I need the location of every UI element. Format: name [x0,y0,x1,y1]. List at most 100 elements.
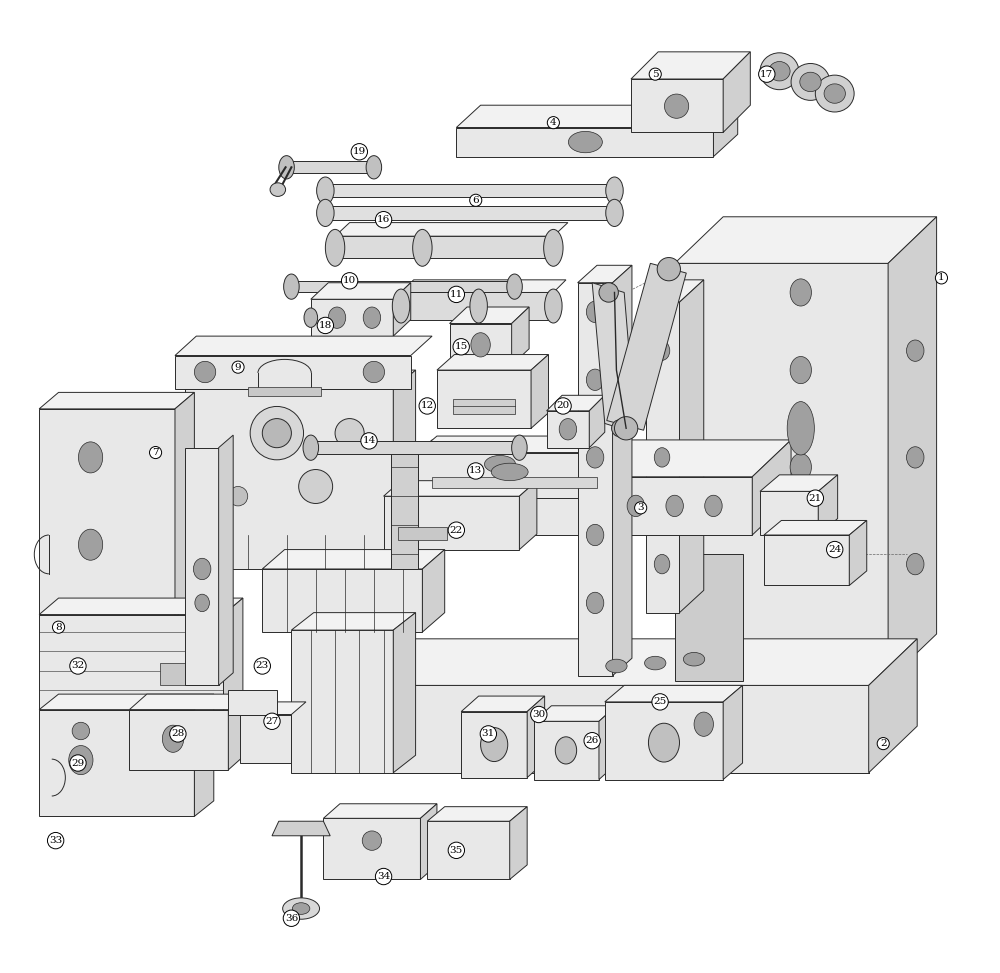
Polygon shape [39,709,194,816]
Ellipse shape [72,722,90,739]
Ellipse shape [907,447,924,468]
Polygon shape [311,441,519,454]
Text: 10: 10 [343,276,356,285]
Ellipse shape [303,435,319,460]
Ellipse shape [69,745,93,775]
Polygon shape [185,448,219,685]
Polygon shape [849,521,867,586]
Ellipse shape [363,361,385,382]
Ellipse shape [606,199,623,227]
Polygon shape [175,336,432,355]
Ellipse shape [470,289,487,323]
Ellipse shape [614,416,638,440]
Ellipse shape [586,369,604,390]
Polygon shape [160,663,199,685]
Polygon shape [420,804,437,880]
Ellipse shape [544,230,563,267]
Polygon shape [422,550,445,632]
Ellipse shape [317,199,334,227]
Ellipse shape [907,340,924,361]
Ellipse shape [484,455,516,473]
Ellipse shape [228,486,248,506]
Text: 33: 33 [49,836,62,846]
Polygon shape [818,475,838,535]
Polygon shape [679,280,704,613]
Polygon shape [393,370,416,569]
Polygon shape [325,206,614,220]
Polygon shape [199,477,228,516]
Ellipse shape [791,63,830,100]
Polygon shape [393,283,411,336]
Polygon shape [175,392,194,618]
Ellipse shape [586,447,604,468]
Polygon shape [547,411,589,448]
Polygon shape [534,705,616,721]
Polygon shape [450,307,529,323]
Ellipse shape [471,333,490,357]
Text: 28: 28 [171,730,185,739]
Ellipse shape [599,283,618,303]
Ellipse shape [317,177,334,204]
Polygon shape [287,162,374,173]
Text: 14: 14 [362,437,376,446]
Polygon shape [316,685,869,773]
Polygon shape [175,355,411,389]
Ellipse shape [162,725,184,752]
Ellipse shape [559,418,577,440]
Ellipse shape [907,554,924,575]
Polygon shape [578,283,613,675]
Polygon shape [512,307,529,365]
Text: 5: 5 [652,70,659,79]
Ellipse shape [654,555,670,574]
Polygon shape [456,105,738,127]
Ellipse shape [769,61,790,81]
Polygon shape [450,323,512,365]
Text: 24: 24 [828,545,841,554]
Polygon shape [129,709,228,770]
Ellipse shape [193,559,211,580]
Text: 19: 19 [353,147,366,157]
Polygon shape [219,435,233,685]
Ellipse shape [645,657,666,669]
Text: 16: 16 [377,215,390,224]
Ellipse shape [790,279,811,306]
Polygon shape [675,264,888,680]
Polygon shape [675,555,743,680]
Polygon shape [418,436,628,452]
Polygon shape [437,354,549,370]
Ellipse shape [325,230,345,267]
Polygon shape [398,527,447,540]
Polygon shape [323,818,420,880]
Text: 34: 34 [377,872,390,881]
Ellipse shape [362,831,382,850]
Polygon shape [262,569,422,632]
Ellipse shape [787,402,814,455]
Polygon shape [427,807,527,821]
Polygon shape [607,264,686,430]
Polygon shape [393,440,791,477]
Ellipse shape [250,407,304,460]
Polygon shape [888,217,937,680]
Polygon shape [578,266,632,283]
Polygon shape [291,281,515,293]
Ellipse shape [648,723,679,762]
Text: 6: 6 [472,196,479,204]
Polygon shape [646,280,704,303]
Polygon shape [510,807,527,880]
Polygon shape [646,303,679,613]
Polygon shape [534,721,599,779]
Polygon shape [384,496,519,550]
Polygon shape [613,266,632,675]
Ellipse shape [800,72,821,91]
Ellipse shape [666,495,683,517]
Polygon shape [393,613,416,773]
Ellipse shape [586,302,604,322]
Polygon shape [519,481,537,550]
Polygon shape [335,236,553,259]
Ellipse shape [612,419,629,437]
Polygon shape [589,395,605,448]
Ellipse shape [664,94,689,119]
Ellipse shape [512,435,527,460]
Ellipse shape [790,356,811,383]
Polygon shape [760,491,818,535]
